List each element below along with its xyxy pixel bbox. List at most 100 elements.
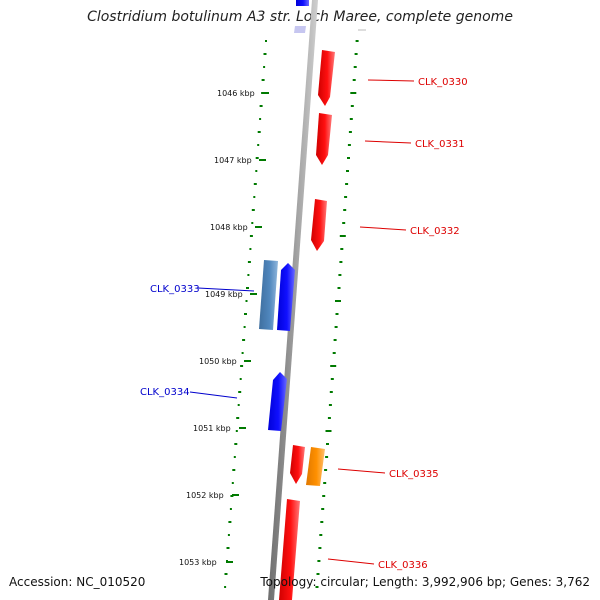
gc-tick	[231, 482, 234, 484]
gc-tick	[325, 430, 332, 432]
gc-tick	[322, 495, 326, 497]
gc-tick	[354, 53, 358, 55]
gc-tick	[255, 157, 259, 159]
gc-tick	[233, 456, 236, 458]
scale-tick	[226, 561, 233, 563]
gc-tick	[249, 235, 253, 237]
gc-tick	[321, 508, 325, 510]
gc-tick	[348, 131, 352, 133]
gc-tick	[241, 352, 244, 354]
gene-arrow-clk-0333-blue	[277, 263, 295, 331]
gene-arrow-clk-0335	[290, 445, 305, 484]
scale-tick	[239, 427, 246, 429]
gc-tick	[261, 79, 265, 81]
gc-tick	[244, 313, 247, 315]
gc-tick	[353, 66, 357, 68]
gc-tick	[325, 456, 329, 458]
gc-tick	[320, 521, 324, 523]
gc-tick	[242, 339, 246, 341]
gc-tick	[352, 79, 356, 81]
scale-label-1049: 1049 kbp	[205, 290, 243, 299]
gc-tick	[227, 534, 230, 536]
gc-tick	[229, 508, 232, 510]
gc-tick	[342, 222, 346, 224]
gene-label-clk-0336: CLK_0336	[378, 560, 428, 571]
gc-tick	[238, 391, 242, 393]
gc-tick	[249, 248, 252, 250]
gc-tick	[239, 378, 242, 380]
gc-tick	[318, 547, 322, 549]
gc-tick	[235, 430, 238, 432]
gene-label-clk-0330: CLK_0330	[418, 77, 468, 88]
gc-track-left	[224, 40, 267, 588]
leader-clk-0332	[359, 226, 407, 231]
gc-tick	[334, 326, 338, 328]
accession-text: Accession: NC_010520	[9, 575, 146, 589]
gc-tick	[255, 170, 258, 172]
gc-tick	[333, 339, 337, 341]
gc-tick	[257, 144, 260, 146]
gene-arrow-top-lightblue	[294, 26, 306, 33]
gc-tick	[335, 313, 339, 315]
leader-clk-0334	[189, 391, 238, 399]
gene-label-clk-0332: CLK_0332	[410, 226, 460, 237]
gene-arrow-clk-0334	[268, 372, 287, 431]
gc-tick	[346, 170, 349, 172]
gc-tick	[317, 560, 321, 562]
gc-track-right	[315, 40, 359, 588]
gc-tick	[257, 131, 261, 133]
leader-clk-0335	[337, 468, 386, 474]
gc-tick	[226, 547, 230, 549]
leader-clk-0336	[327, 558, 375, 565]
gc-tick	[344, 196, 348, 198]
gc-tick	[245, 300, 248, 302]
scale-tick	[255, 226, 262, 228]
gc-tick	[230, 495, 234, 497]
gc-tick	[332, 352, 336, 354]
gc-tick	[224, 573, 228, 575]
genome-title: Clostridium botulinum A3 str. Loch Maree…	[87, 9, 513, 25]
gc-tick	[247, 261, 251, 263]
gc-tick	[237, 404, 240, 406]
scale-tick	[244, 360, 251, 362]
gc-tick	[263, 53, 267, 55]
gc-tick	[259, 105, 263, 107]
scale-tick	[232, 494, 239, 496]
gc-tick	[350, 105, 354, 107]
gc-tick	[323, 482, 327, 484]
gc-tick	[234, 443, 238, 445]
gc-tick	[330, 365, 337, 367]
gene-arrow-clk-0331	[316, 113, 332, 165]
gene-arrow-clk-0333	[259, 260, 278, 330]
scale-label-1048: 1048 kbp	[210, 223, 248, 232]
gene-arrow-clk-0336	[279, 499, 300, 600]
gene-arrow-clk-0332	[311, 199, 327, 251]
genome-backbone	[268, 0, 318, 600]
gc-tick	[236, 417, 240, 419]
gc-tick	[253, 196, 256, 198]
scale-label-1047: 1047 kbp	[214, 156, 252, 165]
scale-label-1046: 1046 kbp	[217, 89, 255, 98]
scale-ticks	[226, 92, 269, 563]
gc-tick	[335, 300, 341, 302]
leader-clk-0330	[367, 79, 415, 82]
gene-label-clk-0333: CLK_0333	[150, 284, 200, 295]
leader-clk-0331	[364, 140, 412, 144]
gc-tick	[253, 183, 257, 185]
scale-label-1050: 1050 kbp	[199, 357, 237, 366]
gc-tick	[329, 391, 333, 393]
gc-tick	[349, 118, 353, 120]
gene-arrow-clk-0330	[318, 50, 335, 106]
gc-tick	[315, 586, 319, 588]
gc-tick	[326, 443, 329, 445]
gc-tick	[330, 378, 334, 380]
gene-label-clk-0331: CLK_0331	[415, 139, 465, 150]
gc-tick	[243, 326, 246, 328]
gc-tick	[339, 235, 346, 237]
gc-tick	[247, 274, 250, 276]
gc-tick	[224, 586, 227, 588]
gene-label-clk-0334: CLK_0334	[140, 387, 190, 398]
gc-tick	[228, 521, 232, 523]
